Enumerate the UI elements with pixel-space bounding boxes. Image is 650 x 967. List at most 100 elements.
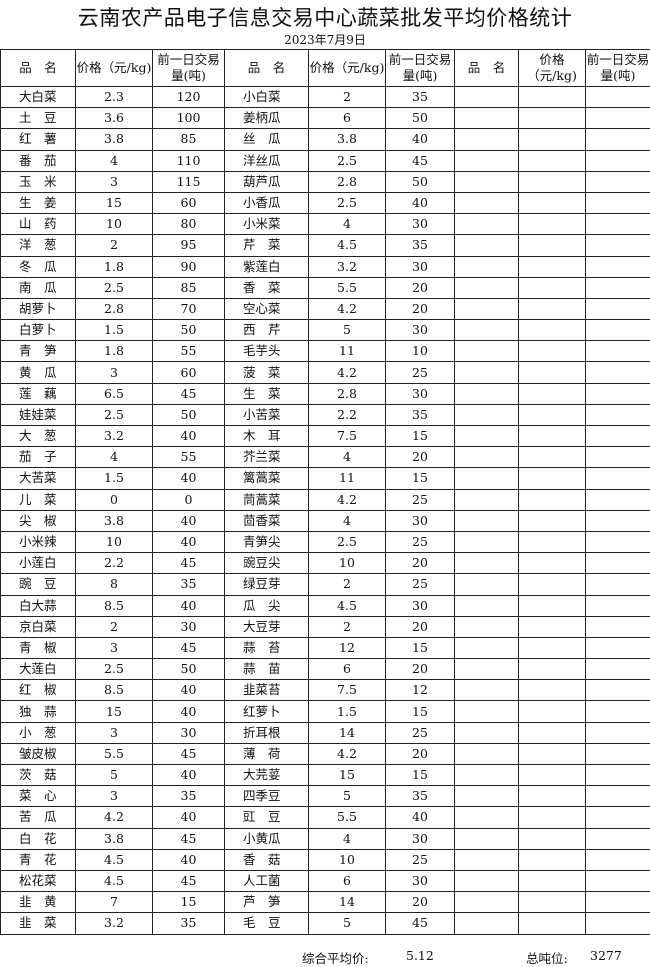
cell-volume: 25: [385, 488, 455, 511]
table-row: 番 茄 4 110 洋丝瓜 2.5 45: [0, 149, 650, 172]
average-price-label: 综合平均价:: [302, 951, 369, 966]
cell-volume: 50: [152, 319, 225, 342]
cell-price: [518, 594, 586, 617]
cell-price: 4.5: [75, 848, 153, 871]
cell-name: 菜 心: [0, 785, 76, 808]
table-row: 白大蒜 8.5 40 瓜 尖 4.5 30: [0, 594, 650, 617]
cell-name: 黄 瓜: [0, 361, 76, 384]
cell-volume: 45: [152, 869, 225, 893]
cell-volume: [585, 573, 650, 596]
cell-volume: [585, 848, 650, 871]
cell-volume: 70: [152, 297, 225, 321]
cell-volume: 115: [152, 170, 225, 193]
cell-price: 1.5: [75, 319, 153, 342]
table-row: 独 蒜 15 40 红萝卜 1.5 15: [0, 700, 650, 723]
cell-name: 空心菜: [224, 297, 309, 321]
cell-price: 2.5: [308, 530, 386, 554]
cell-name: 胡萝卜: [0, 297, 76, 321]
cell-price: 10: [308, 552, 386, 575]
cell-price: 3.6: [75, 107, 153, 130]
cell-name: 芹 菜: [224, 234, 309, 257]
cell-volume: 60: [152, 361, 225, 384]
cell-name: [454, 721, 519, 744]
cell-name: 豇 豆: [224, 806, 309, 829]
cell-price: 5.5: [75, 742, 153, 766]
cell-name: 茴香菜: [224, 509, 309, 532]
cell-price: [518, 128, 586, 151]
cell-name: 玉 米: [0, 170, 76, 193]
table-row: 大白菜 2.3 120 小白菜 2 35: [0, 85, 650, 109]
cell-name: 茄 子: [0, 446, 76, 469]
cell-volume: [585, 170, 650, 193]
cell-name: 蒜 苔: [224, 636, 309, 660]
cell-volume: 35: [385, 403, 455, 427]
cell-price: 10: [308, 848, 386, 871]
table-row: 娃娃菜 2.5 50 小苦菜 2.2 35: [0, 403, 650, 427]
cell-name: 洋丝瓜: [224, 149, 309, 172]
table-row: 菜 心 3 35 四季豆 5 35: [0, 785, 650, 808]
cell-volume: 20: [385, 552, 455, 575]
cell-volume: 40: [152, 594, 225, 617]
cell-volume: 55: [152, 446, 225, 469]
cell-volume: 15: [385, 763, 455, 787]
cell-volume: 12: [385, 679, 455, 702]
table-row: 山 药 10 80 小米菜 4 30: [0, 213, 650, 236]
cell-name: [454, 128, 519, 151]
cell-volume: 30: [385, 869, 455, 893]
cell-volume: 25: [385, 361, 455, 384]
cell-volume: [585, 785, 650, 808]
cell-price: 14: [308, 891, 386, 914]
cell-volume: 40: [152, 806, 225, 829]
cell-volume: 0: [152, 488, 225, 511]
cell-name: 毛 豆: [224, 912, 309, 935]
cell-price: [518, 149, 586, 172]
cell-price: 6: [308, 107, 386, 130]
cell-volume: 25: [385, 721, 455, 744]
header-name: 品 名: [224, 49, 309, 87]
cell-volume: 45: [152, 636, 225, 660]
cell-name: 茨 菇: [0, 763, 76, 787]
cell-volume: 35: [152, 912, 225, 935]
cell-price: [518, 424, 586, 448]
cell-price: [518, 700, 586, 723]
cell-volume: 20: [385, 658, 455, 681]
cell-volume: 15: [385, 636, 455, 660]
table-row: 青 椒 3 45 蒜 苔 12 15: [0, 636, 650, 660]
cell-price: [518, 615, 586, 638]
cell-price: [518, 742, 586, 766]
cell-volume: [585, 594, 650, 617]
cell-price: 3.2: [308, 255, 386, 278]
cell-volume: [585, 276, 650, 299]
cell-volume: [585, 191, 650, 215]
table-row: 青 花 4.5 40 香 菇 10 25: [0, 848, 650, 871]
cell-price: 15: [308, 763, 386, 787]
cell-name: 红 薯: [0, 128, 76, 151]
cell-name: 红萝卜: [224, 700, 309, 723]
cell-volume: [585, 467, 650, 490]
cell-volume: [585, 149, 650, 172]
cell-name: 人工菌: [224, 869, 309, 893]
cell-volume: 35: [385, 85, 455, 109]
cell-volume: [585, 679, 650, 702]
cell-volume: 30: [385, 509, 455, 532]
cell-name: 小 葱: [0, 721, 76, 744]
cell-name: [454, 424, 519, 448]
cell-price: 2.5: [75, 276, 153, 299]
cell-volume: 110: [152, 149, 225, 172]
cell-name: 小莲白: [0, 552, 76, 575]
document-title: 云南农产品电子信息交易中心蔬菜批发平均价格统计: [77, 6, 573, 30]
cell-name: 芦 笋: [224, 891, 309, 914]
cell-volume: 95: [152, 234, 225, 257]
cell-name: 姜柄瓜: [224, 107, 309, 130]
cell-price: 5.5: [308, 276, 386, 299]
cell-name: 松花菜: [0, 869, 76, 893]
cell-price: [518, 361, 586, 384]
cell-volume: 15: [152, 891, 225, 914]
cell-volume: 40: [385, 128, 455, 151]
cell-volume: [585, 763, 650, 787]
cell-volume: 30: [152, 615, 225, 638]
table-row: 胡萝卜 2.8 70 空心菜 4.2 20: [0, 297, 650, 321]
table-row: 土 豆 3.6 100 姜柄瓜 6 50: [0, 107, 650, 130]
cell-name: 京白菜: [0, 615, 76, 638]
cell-name: [454, 912, 519, 935]
